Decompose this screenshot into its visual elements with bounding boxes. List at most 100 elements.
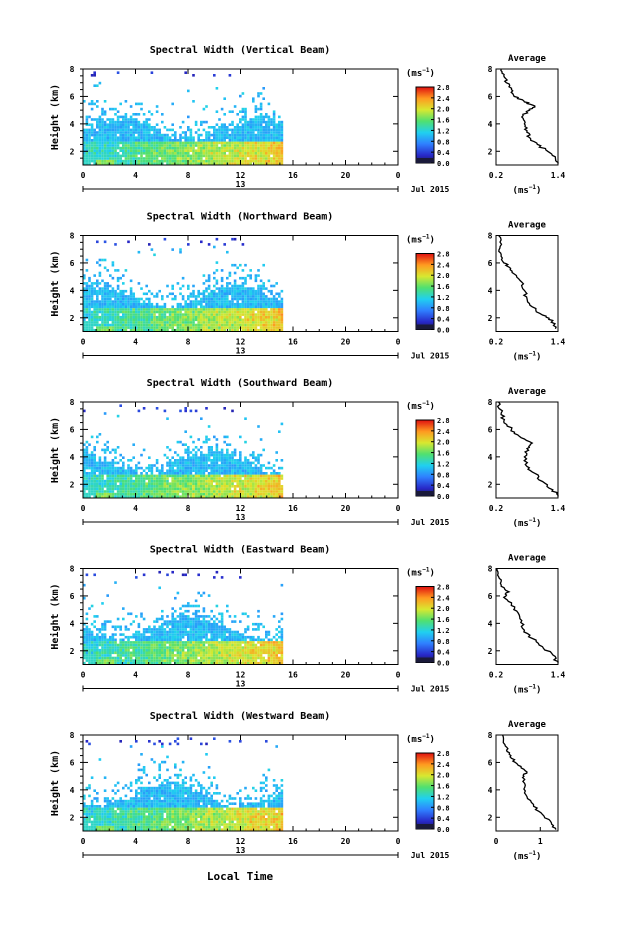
heatmap-cell <box>101 492 104 496</box>
heatmap-cell <box>179 328 182 332</box>
heatmap-cell <box>98 258 102 262</box>
heatmap-cell <box>153 633 156 636</box>
heatmap-cell <box>176 461 180 465</box>
heatmap-cell <box>135 141 138 145</box>
heatmap-cell <box>192 453 195 457</box>
heatmap-cell <box>254 456 258 459</box>
heatmap-cell <box>239 120 242 124</box>
heatmap-cell <box>265 144 268 147</box>
heatmap-cell <box>218 308 221 311</box>
heatmap-cell <box>184 487 187 491</box>
heatmap-cell <box>103 661 107 665</box>
heatmap-cell <box>109 474 112 478</box>
heatmap-cell <box>124 315 128 319</box>
heatmap-cell <box>119 310 122 314</box>
heatmap-cell <box>226 448 229 452</box>
heatmap-cell <box>278 495 281 498</box>
heatmap-cell <box>200 659 203 662</box>
heatmap-cell <box>231 482 234 485</box>
heatmap-cell <box>218 469 221 472</box>
colorbar-tick-label: 2.0 <box>437 272 450 280</box>
heatmap-cell <box>252 477 255 480</box>
date-month-label: Jul 2015 <box>411 185 450 194</box>
heatmap-cell <box>220 139 224 142</box>
heatmap-cell <box>122 123 125 126</box>
heatmap-cell <box>192 474 195 478</box>
heatmap-cell <box>103 136 107 139</box>
heatmap-cell <box>119 149 122 152</box>
heatmap-cell <box>272 123 276 126</box>
avg-y-tick-label: 4 <box>488 453 493 462</box>
heatmap-cell <box>197 661 200 665</box>
heatmap-cell <box>83 633 86 636</box>
heatmap-cell <box>90 328 94 332</box>
heatmap-cell <box>103 284 107 288</box>
heatmap-cell <box>142 152 146 155</box>
heatmap-cell <box>246 146 250 150</box>
heatmap-cell <box>171 495 174 498</box>
heatmap-cell <box>275 321 278 324</box>
heatmap-cell <box>85 152 89 155</box>
heatmap-cell <box>163 648 167 652</box>
heatmap-cell <box>280 487 284 491</box>
heatmap-cell <box>109 133 112 137</box>
heatmap-cell <box>197 495 200 498</box>
heatmap-cell <box>181 646 185 649</box>
heatmap-cell <box>181 466 185 470</box>
heatmap-cell <box>176 646 180 649</box>
heatmap-cell <box>124 159 128 163</box>
heatmap-cell <box>90 477 94 480</box>
heatmap-cell <box>166 615 169 618</box>
heatmap-cell <box>280 328 284 332</box>
heatmap-cell <box>140 123 143 126</box>
heatmap-cell <box>231 144 234 147</box>
heatmap-cell <box>215 622 219 626</box>
heatmap-cell <box>137 102 141 106</box>
heatmap-cell <box>155 328 159 332</box>
heatmap-cell <box>132 620 135 623</box>
heatmap-cell <box>119 141 122 145</box>
heatmap-cell <box>179 661 182 665</box>
heatmap-cell <box>129 315 133 319</box>
heatmap-cell <box>106 154 109 158</box>
heatmap-cell <box>174 141 177 145</box>
heatmap-cell <box>132 305 135 309</box>
x-tick-label: 16 <box>288 338 298 347</box>
heatmap-cell <box>135 318 138 322</box>
heatmap-cell <box>103 295 107 298</box>
heatmap-cell <box>155 490 159 493</box>
heatmap-cell <box>220 305 224 309</box>
average-profile-line <box>500 68 559 164</box>
heatmap-cell <box>205 495 208 498</box>
heatmap-cell <box>259 102 263 106</box>
heatmap-cell <box>189 310 193 314</box>
heatmap-cell <box>265 487 268 491</box>
heatmap-cell <box>194 123 198 126</box>
heatmap-cell <box>96 479 99 483</box>
heatmap-cell <box>213 159 216 163</box>
heatmap-cell <box>213 620 216 623</box>
heatmap-cell <box>153 643 156 647</box>
heatmap-cell <box>137 157 141 160</box>
heatmap-cell <box>213 133 216 137</box>
heatmap-cell <box>122 328 125 332</box>
heatmap-cell <box>83 321 86 324</box>
heatmap-cell <box>244 310 247 314</box>
heatmap-cell <box>114 295 117 298</box>
heatmap-cell <box>218 490 221 493</box>
heatmap-cell <box>236 466 239 470</box>
heatmap-cell <box>96 279 99 283</box>
heatmap-cell <box>239 287 242 290</box>
heatmap-cell <box>148 656 151 660</box>
heatmap-cell <box>246 305 250 309</box>
heatmap-cell <box>145 492 148 496</box>
heatmap-cell <box>124 659 128 662</box>
heatmap-cell <box>122 661 125 665</box>
heatmap-cell <box>88 328 91 332</box>
heatmap-cell <box>249 276 252 280</box>
heatmap-cell <box>88 292 91 296</box>
heatmap-cell <box>153 253 156 257</box>
heatmap-cell <box>135 144 138 147</box>
heatmap-cell <box>124 295 128 298</box>
heatmap-cell <box>218 305 221 309</box>
